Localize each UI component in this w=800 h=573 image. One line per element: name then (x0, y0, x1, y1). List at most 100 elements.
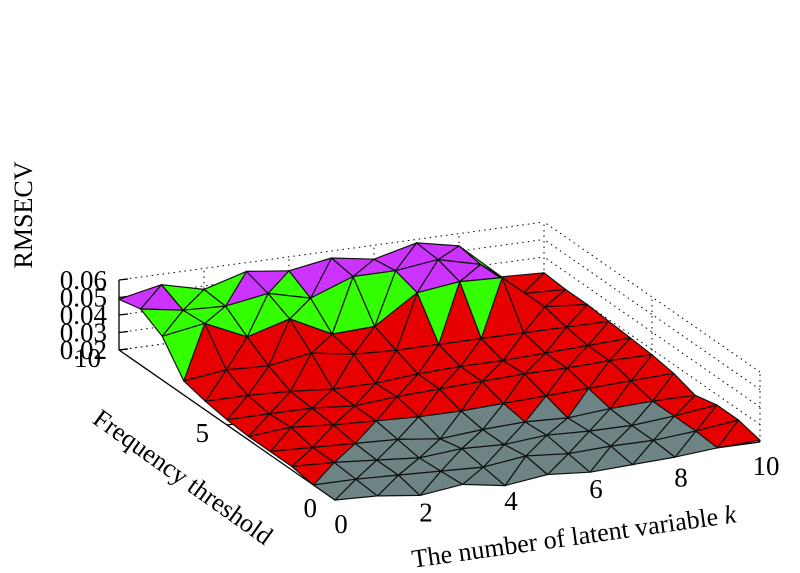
surface-facet (416, 281, 461, 345)
y-tick-label: 5 (196, 418, 210, 448)
x-tick-label: 6 (589, 474, 603, 504)
surface-facet (354, 438, 399, 461)
surface-facet (373, 242, 418, 272)
z-axis-label: RMSECV (9, 161, 38, 268)
z-tick-label: 0.02 (60, 335, 107, 365)
surface-facet (546, 430, 590, 455)
surface-facet (397, 438, 441, 459)
surface-facet (353, 396, 398, 422)
surface-facet (330, 257, 375, 278)
surface-facet (545, 387, 590, 419)
surface-facet (291, 461, 335, 486)
surface-facet (182, 305, 227, 324)
surface-facet (482, 455, 527, 487)
x-tick-label: 0 (334, 509, 348, 539)
surface-facet (245, 270, 290, 294)
surface-facet (268, 407, 313, 428)
surface-facet (523, 326, 567, 354)
surface-facet (440, 466, 484, 485)
surface-facet (608, 354, 653, 382)
surface-facet (524, 417, 569, 436)
surface-facet (417, 365, 461, 390)
surface-facet (267, 292, 312, 320)
surface-facet (226, 413, 271, 438)
x-axis-label: The number of latent variable k (410, 499, 738, 573)
z-tick-label: 0.05 (60, 283, 107, 313)
surface-facet (118, 284, 163, 310)
surface-facet (652, 394, 696, 417)
surface-facet (140, 308, 184, 337)
surface-facet (673, 404, 718, 432)
z-tick-mark (118, 313, 129, 316)
surface-facet (247, 390, 291, 415)
z-tick-label: 0.04 (60, 300, 108, 330)
surface-facet (374, 373, 419, 398)
surface-facet (437, 259, 482, 283)
surface-facet (352, 270, 397, 328)
surface-facet (480, 332, 525, 362)
surface-facet (459, 360, 504, 382)
y-tick-label: 0 (304, 493, 318, 523)
surface-facet (418, 410, 462, 440)
surface-facet (333, 420, 377, 444)
surface-facet (652, 430, 697, 458)
surface-facet (395, 343, 440, 375)
z-tick-mark (118, 348, 129, 351)
surface-facet (415, 242, 460, 261)
surface-facet (567, 445, 612, 473)
surface-facet (374, 292, 418, 351)
surface-facet (288, 257, 333, 299)
surface-facet (310, 275, 354, 335)
x-tick-label: 10 (753, 451, 780, 481)
surface-facet (503, 395, 547, 423)
surface-facet (631, 415, 675, 441)
surface-facet (481, 373, 526, 404)
surface-facet (311, 405, 356, 426)
surface-facet (544, 303, 588, 328)
surface-facet (587, 380, 632, 410)
surface-facet (246, 318, 291, 367)
surface-facet (203, 270, 248, 307)
surface-facet (183, 369, 227, 402)
surface-facet (695, 419, 740, 449)
x-tick-label: 2 (419, 497, 433, 527)
surface-facet (544, 345, 589, 369)
surface-facet (460, 402, 505, 431)
x-tick-label: 8 (674, 463, 688, 493)
surface-facet (225, 365, 270, 396)
surface-facet (161, 322, 206, 382)
surface-facet (289, 318, 333, 354)
surface-facet (588, 424, 633, 447)
surface-facet (289, 388, 334, 409)
x-axis-label-text: The number of latent variable (410, 502, 720, 573)
surface-facet (376, 457, 420, 476)
surface-facet (268, 352, 312, 392)
surface-facet (438, 380, 483, 412)
surface-facet (396, 388, 441, 418)
surface-facet (565, 320, 610, 347)
surface-facet (482, 421, 526, 446)
surface-facet (630, 372, 675, 402)
surface-facet (312, 478, 357, 501)
surface-facet (461, 443, 505, 468)
z-tick-mark (118, 330, 129, 334)
z-tick-mark (118, 278, 129, 281)
surface-facet (331, 325, 376, 355)
surface-facet (438, 338, 482, 367)
surface-facet (395, 259, 439, 294)
surface-facet (160, 284, 205, 311)
surface-facet (248, 426, 292, 453)
surface-facet (225, 292, 269, 338)
surface-facet (501, 277, 546, 334)
surface-facet (610, 439, 655, 466)
surface-facet (459, 277, 503, 340)
y-tick-label: 10 (74, 343, 101, 373)
surface-facet (503, 434, 548, 457)
surface-facet (375, 416, 420, 440)
surface-facet (204, 322, 248, 371)
surface-facet (609, 400, 654, 426)
surface-facet (502, 352, 547, 375)
